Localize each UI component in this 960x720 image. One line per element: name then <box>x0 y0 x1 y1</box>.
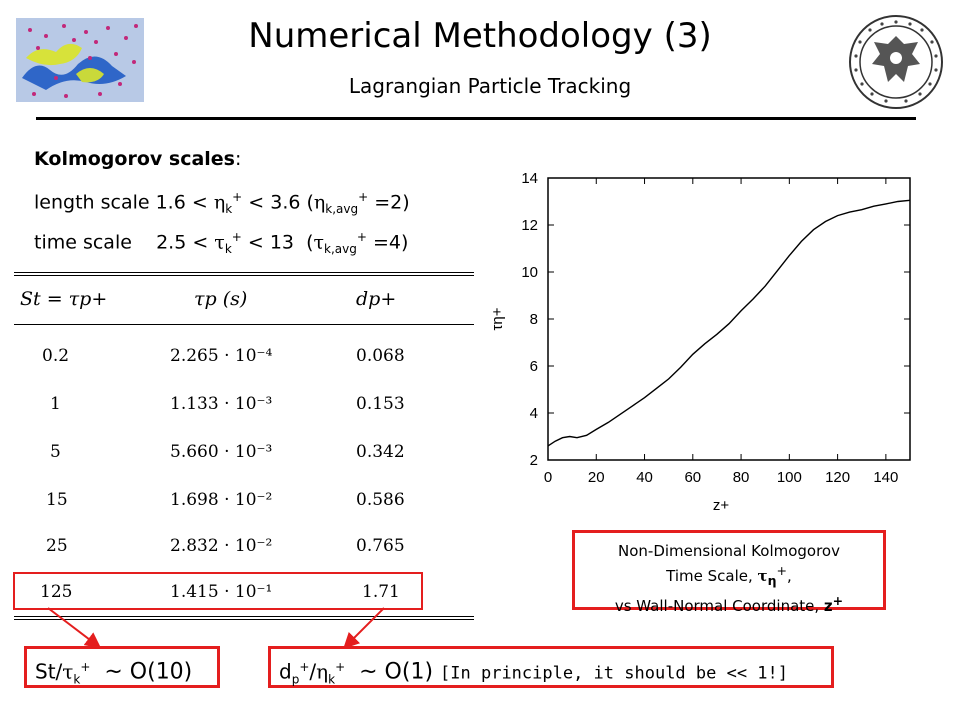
table-cell: 5.660 · 10⁻³ <box>170 442 273 462</box>
x-axis-label: z+ <box>713 497 730 514</box>
stokes-table: St = τp+ τp (s) dp+ 0.2 2.265 · 10⁻⁴ 0.0… <box>14 272 474 622</box>
note-st-over-tau: St/τk+ ~ O(10) <box>24 646 220 688</box>
series-line <box>547 199 911 447</box>
x-tick-label: 60 <box>684 469 701 486</box>
y-tick-label: 2 <box>530 452 538 469</box>
table-cell: 1.415 · 10⁻¹ <box>170 582 273 602</box>
x-tick-label: 80 <box>733 469 750 486</box>
length-scale-line: length scale 1.6 < ηk+ < 3.6 (ηk,avg+ =2… <box>34 190 410 217</box>
caption-line-3: vs Wall-Normal Coordinate, z+ <box>614 593 844 615</box>
table-cell: 1.71 <box>362 582 400 602</box>
table-cell: 1.698 · 10⁻² <box>170 490 273 510</box>
table-cell: 0.586 <box>356 490 405 510</box>
x-tick-label: 100 <box>777 469 802 486</box>
table-cell: 1 <box>50 394 61 414</box>
table-cell: 0.068 <box>356 346 405 366</box>
y-tick-label: 8 <box>530 311 538 328</box>
x-tick-label: 120 <box>825 469 850 486</box>
table-header-taup: τp (s) <box>194 288 248 310</box>
table-top-rule <box>14 272 474 273</box>
y-axis-label: τη+ <box>489 307 506 330</box>
table-bottom-rule-2 <box>14 619 474 620</box>
table-cell: 0.2 <box>42 346 70 366</box>
y-tick-label: 12 <box>521 217 538 234</box>
table-cell: 1.133 · 10⁻³ <box>170 394 273 414</box>
table-top-rule-2 <box>14 275 474 276</box>
table-cell: 2.265 · 10⁻⁴ <box>170 346 273 366</box>
table-cell: 0.765 <box>356 536 405 556</box>
title-divider <box>36 117 916 120</box>
y-tick-label: 10 <box>521 264 538 281</box>
y-tick-label: 4 <box>530 405 538 422</box>
table-header-rule <box>14 324 474 325</box>
table-cell: 0.342 <box>356 442 405 462</box>
table-cell: 125 <box>40 582 73 602</box>
kolmogorov-time-scale-chart: 0 20 40 60 80 100 120 140 2 4 6 8 10 12 14 z+ τη+ <box>489 170 911 514</box>
particle-simulation-logo <box>16 18 144 102</box>
x-tick-label: 140 <box>873 469 898 486</box>
chart-caption: Non-Dimensional Kolmogorov Time Scale, τ… <box>572 530 886 615</box>
y-tick-label: 6 <box>530 358 538 375</box>
table-cell: 0.153 <box>356 394 405 414</box>
highlight-row-box <box>13 572 423 610</box>
table-cell: 5 <box>50 442 61 462</box>
x-tick-label: 20 <box>588 469 605 486</box>
table-cell: 2.832 · 10⁻² <box>170 536 273 556</box>
plot-frame <box>547 177 911 461</box>
table-header-dp: dp+ <box>356 288 397 310</box>
caption-line-1: Non-Dimensional Kolmogorov <box>618 542 840 560</box>
kolmogorov-heading: Kolmogorov scales: <box>34 148 242 170</box>
table-bottom-rule <box>14 616 474 617</box>
time-scale-line: time scale 2.5 < τk+ < 13 (τk,avg+ =4) <box>34 230 409 257</box>
page-title: Numerical Methodology (3) <box>248 16 712 56</box>
note-dp-over-eta: dp+/ηk+ ~ O(1) [In principle, it should … <box>268 646 834 688</box>
x-tick-label: 0 <box>544 469 552 486</box>
table-cell: 25 <box>46 536 68 556</box>
university-seal-logo <box>849 15 943 109</box>
table-cell: 15 <box>46 490 68 510</box>
page-subtitle: Lagrangian Particle Tracking <box>348 74 632 98</box>
y-tick-label: 14 <box>521 170 538 187</box>
x-tick-label: 40 <box>636 469 653 486</box>
caption-line-2: Time Scale, τη+, <box>666 563 792 588</box>
table-header-st: St = τp+ <box>20 288 108 310</box>
